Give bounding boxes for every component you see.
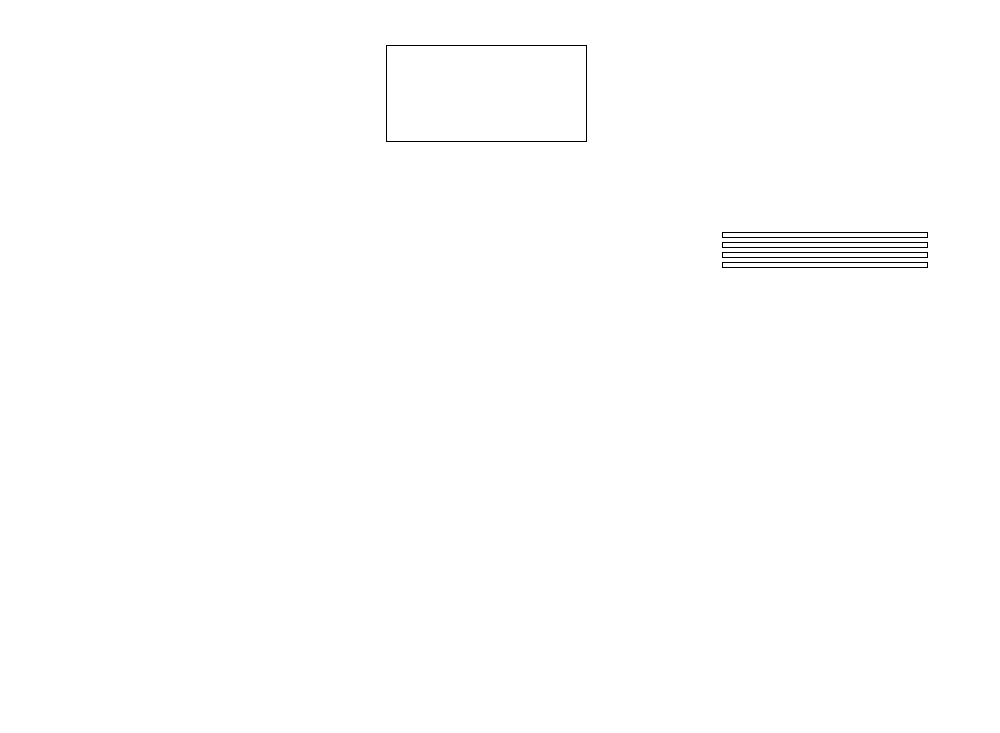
- surface-table: [722, 242, 928, 248]
- legend-item-wet-adiabat: [390, 100, 583, 113]
- most-unstable-table: [722, 252, 928, 258]
- legend-item-temperature: [390, 48, 583, 61]
- stats-panel: [722, 232, 928, 272]
- legend-item-parcel: [390, 74, 583, 87]
- legend: [386, 45, 587, 142]
- legend-item-mixing-ratio: [390, 126, 583, 139]
- legend-item-isotherm: [390, 113, 583, 126]
- legend-item-dry-adiabat: [390, 87, 583, 100]
- indices-table: [722, 232, 928, 238]
- hodograph-table: [722, 262, 928, 268]
- legend-item-dewpoint: [390, 61, 583, 74]
